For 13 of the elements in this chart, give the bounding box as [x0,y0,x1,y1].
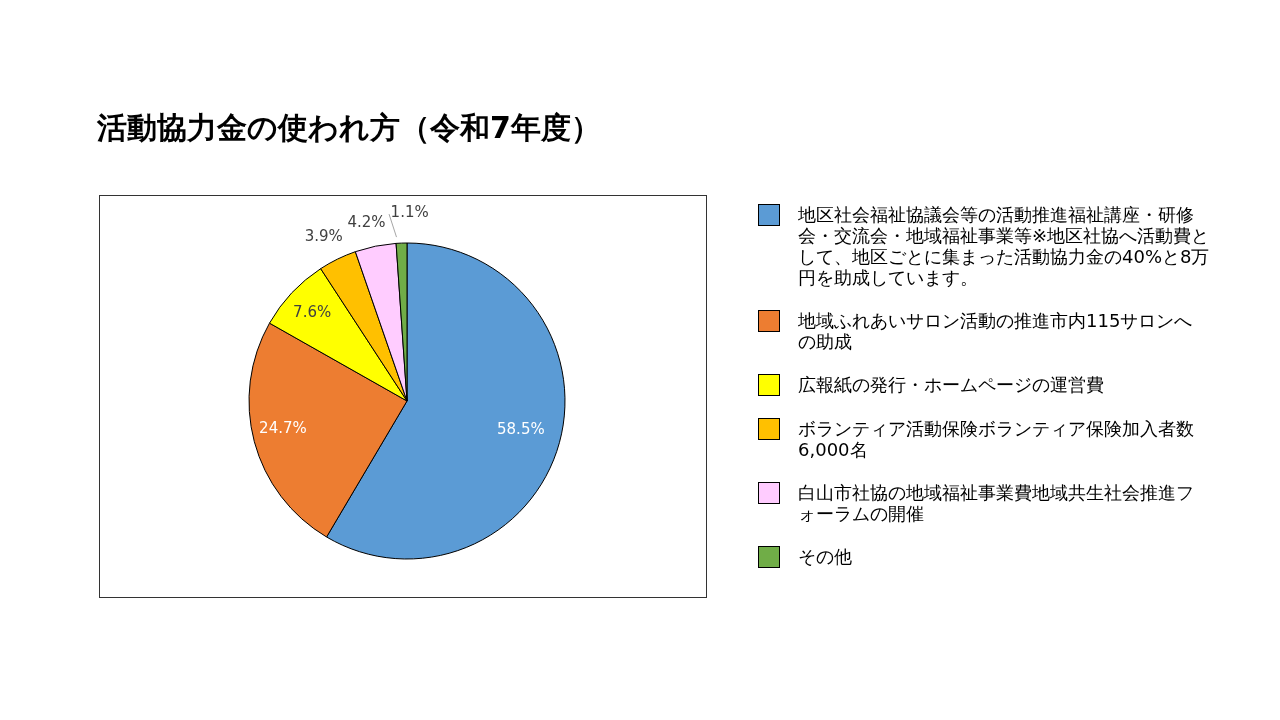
legend-label: 地区社会福祉協議会等の活動推進福祉講座・研修会・交流会・地域福祉事業等※地区社協へ活動費として、地区ごとに集まった活動協力金の40%と8万円を助成しています。 [798,204,1210,288]
legend-label: ボランティア活動保険ボランティア保険加入者数 6,000名 [798,418,1195,460]
chart-title: 活動協力金の使われ方（令和7年度） [97,109,601,147]
data-label: 3.9% [304,227,343,246]
data-label: 58.5% [497,419,545,438]
legend-label: 地域ふれあいサロン活動の推進市内115サロンへの助成 [798,310,1194,352]
legend-label: 広報紙の発行・ホームページの運営費 [798,374,1105,395]
legend-label: 白山市社協の地域福祉事業費地域共生社会推進フォーラムの開催 [798,482,1195,524]
data-label: 1.1% [390,203,429,222]
data-label: 4.2% [347,212,386,231]
data-label: 24.7% [259,418,307,437]
data-label: 7.6% [293,302,332,321]
legend-label: その他 [798,546,853,567]
